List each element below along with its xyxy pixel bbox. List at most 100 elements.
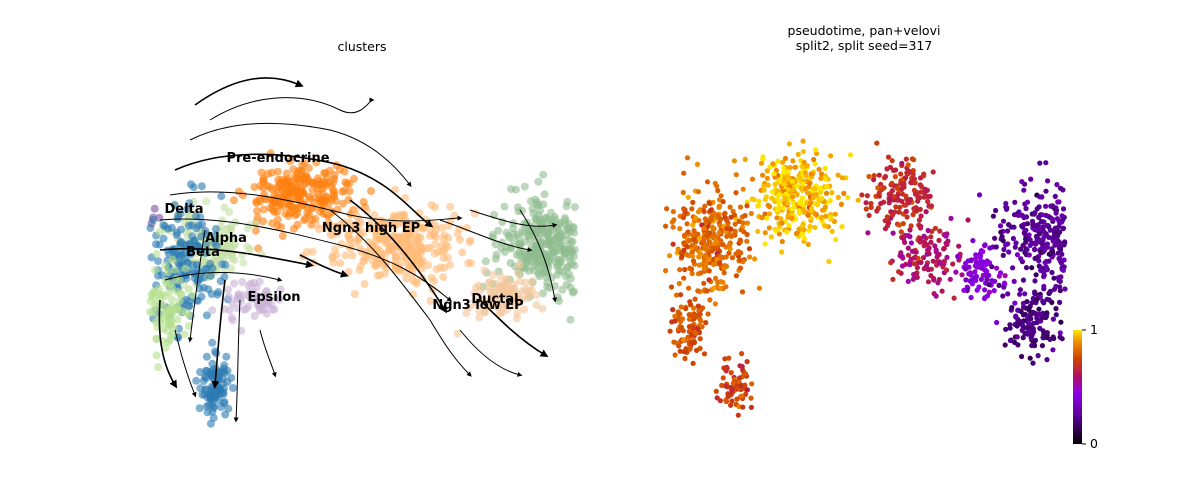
point-left-lobe xyxy=(732,228,738,234)
point-right-blob xyxy=(1054,182,1060,188)
point-left-lobe xyxy=(706,268,712,274)
point-left-bottom xyxy=(676,343,682,349)
point-left-tail xyxy=(725,394,731,400)
point-upper-right-arm xyxy=(866,212,872,218)
point-bridge xyxy=(925,267,932,273)
point-left-lobe xyxy=(684,155,691,161)
point-right-blob xyxy=(1057,256,1063,262)
point-ngn3-high-ep xyxy=(402,236,411,245)
point-ngn3-low-ep xyxy=(532,301,541,309)
point-beta xyxy=(202,352,211,361)
point-ngn3-high-ep xyxy=(463,223,471,232)
point-upper-right-arm xyxy=(898,229,904,235)
point-alpha xyxy=(217,247,226,256)
point-left-bottom xyxy=(667,328,673,334)
point-pre-endocrine xyxy=(304,164,313,173)
point-beta xyxy=(220,398,229,406)
point-pre-endocrine xyxy=(277,223,286,231)
point-top-center xyxy=(768,234,775,240)
point-right-blob xyxy=(1057,284,1063,290)
point-right-lower xyxy=(1039,343,1045,349)
point-top-center xyxy=(828,153,834,159)
point-upper-right-arm xyxy=(903,193,909,199)
point-left-lobe xyxy=(690,258,697,264)
point-pre-endocrine xyxy=(288,203,297,211)
point-ductal xyxy=(494,226,503,235)
point-top-center xyxy=(740,186,746,192)
point-left-lobe xyxy=(718,193,724,199)
point-ngn3-low-ep xyxy=(521,285,530,294)
point-top-center xyxy=(749,196,755,202)
streamline xyxy=(159,247,314,269)
point-ductal xyxy=(562,230,571,239)
point-ngn3-high-ep xyxy=(339,218,348,227)
point-pre-endocrine xyxy=(308,178,317,187)
point-right-blob xyxy=(1060,206,1067,212)
point-alpha xyxy=(184,322,193,331)
point-top-center xyxy=(801,207,807,213)
point-right-blob xyxy=(1011,278,1017,284)
point-bridge xyxy=(906,198,913,204)
point-ductal xyxy=(552,221,561,230)
point-ductal xyxy=(555,297,563,305)
point-bridge xyxy=(914,274,920,280)
point-bridge xyxy=(907,262,913,268)
point-ductal xyxy=(539,289,547,298)
point-top-center xyxy=(780,205,786,211)
point-bridge xyxy=(925,279,932,285)
point-beta xyxy=(221,260,230,269)
point-top-center xyxy=(833,237,839,243)
point-top-center xyxy=(800,149,807,155)
point-pre-endocrine xyxy=(285,183,294,192)
point-bridge xyxy=(896,269,902,275)
point-right-lower xyxy=(1017,319,1024,325)
point-bridge xyxy=(865,230,871,236)
point-top-center xyxy=(819,207,826,213)
point-right-lower xyxy=(1050,347,1056,353)
point-top-center xyxy=(784,229,790,235)
point-pre-endocrine xyxy=(253,207,261,215)
point-ngn3-high-ep xyxy=(450,211,459,220)
point-epsilon xyxy=(234,291,243,300)
point-left-lobe xyxy=(727,204,733,210)
point-upper-right-arm xyxy=(859,192,865,198)
streamline xyxy=(349,199,448,314)
point-beta xyxy=(208,338,217,347)
point-left-lobe xyxy=(689,206,695,212)
point-beta xyxy=(195,404,204,413)
point-top-center xyxy=(838,201,845,207)
point-beta xyxy=(220,361,229,370)
point-right-lower xyxy=(1032,343,1038,349)
point-ductal xyxy=(550,215,559,224)
point-right-blob xyxy=(1024,221,1031,227)
point-bridge xyxy=(965,217,971,223)
point-upper-right-arm xyxy=(913,205,919,211)
point-left-lobe xyxy=(737,257,743,263)
point-beta xyxy=(194,296,203,305)
point-bridge xyxy=(937,260,943,266)
point-ngn3-low-ep xyxy=(521,278,530,287)
point-transition xyxy=(972,269,978,275)
point-beta xyxy=(227,373,236,382)
point-right-lower xyxy=(1029,332,1035,339)
point-ngn3-low-ep xyxy=(501,288,510,297)
point-left-bottom xyxy=(691,305,697,311)
point-pre-endocrine xyxy=(299,174,308,183)
streamline xyxy=(439,219,533,253)
point-left-tail xyxy=(748,404,755,410)
point-bridge xyxy=(916,217,923,223)
point-pre-endocrine xyxy=(270,190,279,199)
point-right-blob xyxy=(1010,265,1016,271)
point-left-lobe xyxy=(679,253,685,260)
streamline xyxy=(519,209,558,303)
point-right-lower xyxy=(1024,331,1031,337)
point-left-bottom xyxy=(693,331,699,337)
point-ngn3-high-ep xyxy=(415,258,424,267)
point-top-center xyxy=(790,200,797,206)
point-pre-endocrine xyxy=(275,179,284,187)
point-left-lobe xyxy=(712,301,719,307)
point-right-lower xyxy=(1017,291,1023,297)
point-ngn3-low-ep xyxy=(475,313,484,322)
point-ngn3-high-ep xyxy=(465,238,474,246)
point-ductal xyxy=(520,182,529,191)
